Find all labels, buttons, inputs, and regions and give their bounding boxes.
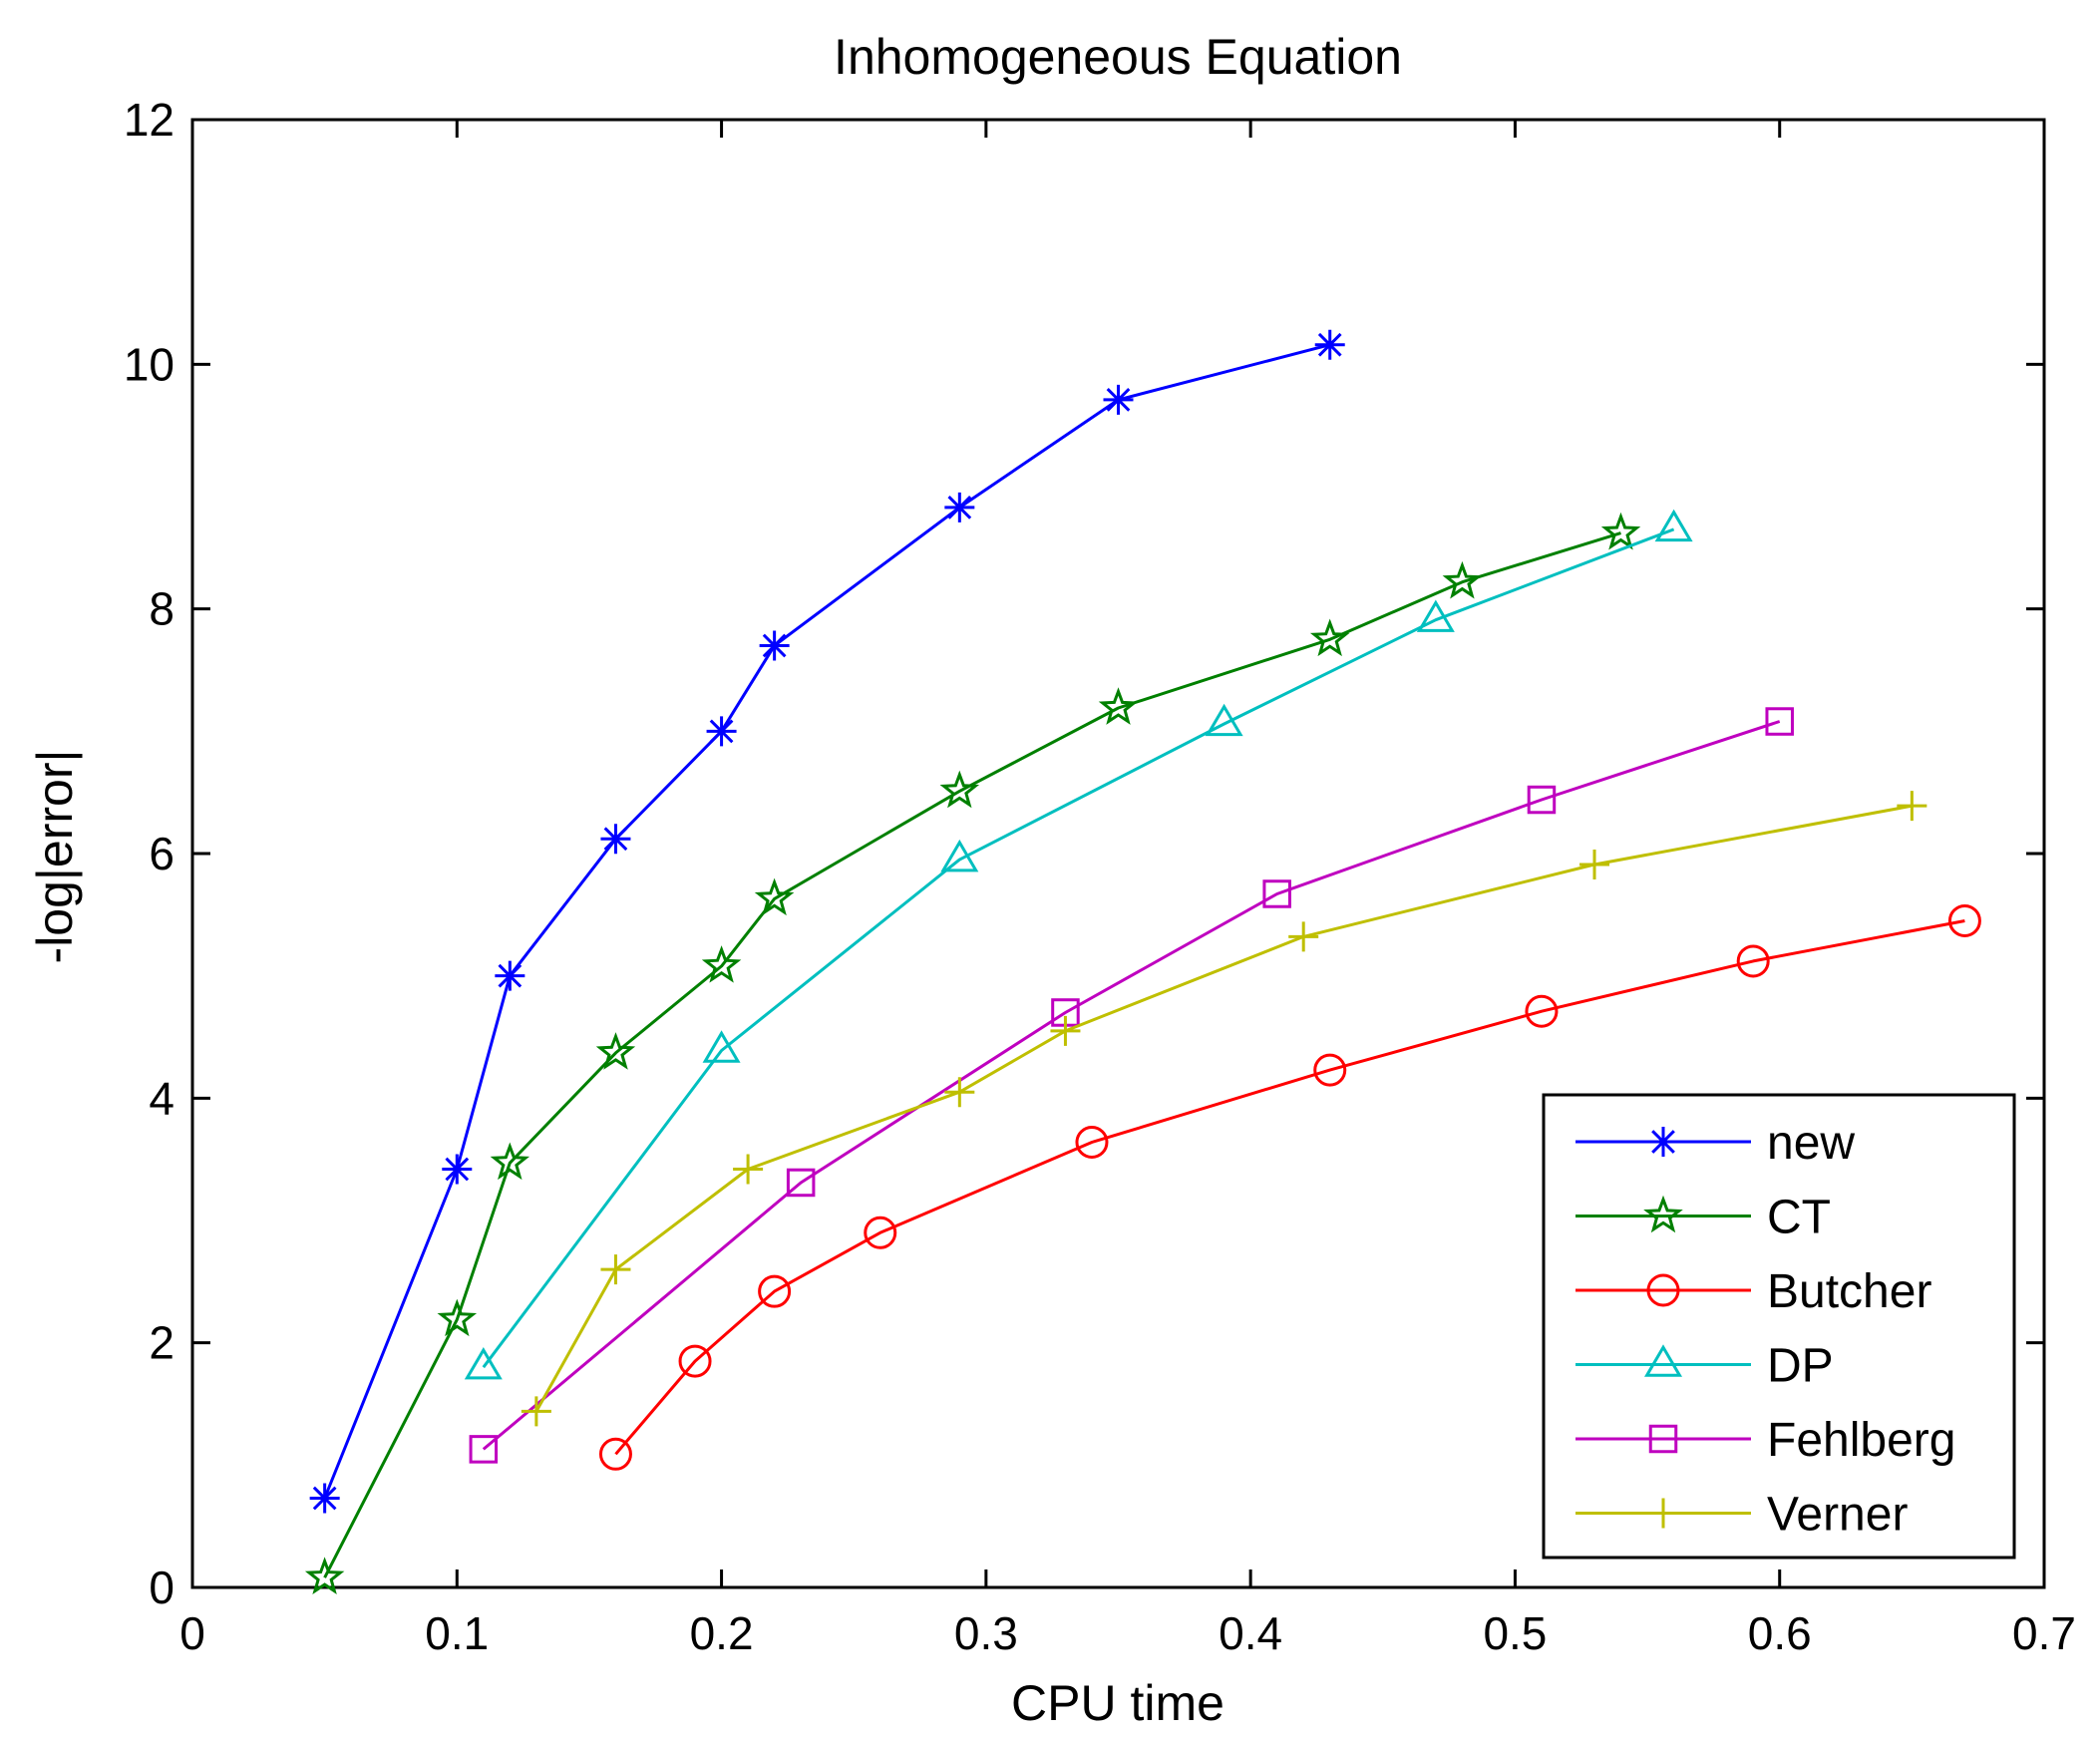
series-line (534, 804, 1913, 1413)
legend-entry: CT (1575, 1192, 1831, 1244)
series-new (309, 329, 1345, 1514)
legend-marker (1643, 1195, 1683, 1233)
chart-title: Inhomogeneous Equation (834, 29, 1402, 85)
data-point (490, 1142, 530, 1181)
data-point (1654, 509, 1693, 542)
data-point (678, 1344, 712, 1378)
data-point (939, 770, 980, 809)
series-butcher (598, 903, 1981, 1471)
series-verner (521, 791, 1927, 1427)
y-axis-label: -log|error| (27, 750, 83, 964)
legend: new CT Butcher DP Fehlberg Verner (1542, 1093, 2016, 1560)
data-point (733, 1154, 764, 1185)
data-point (701, 945, 742, 983)
data-point (598, 1437, 632, 1471)
legend-marker (1643, 1344, 1683, 1377)
data-point (706, 716, 737, 747)
legend-entry: Verner (1575, 1489, 1908, 1542)
x-tick-label: 0.1 (425, 1607, 489, 1659)
y-tick-label: 8 (149, 583, 175, 635)
y-tick-label: 6 (149, 828, 175, 879)
series-line (614, 919, 1965, 1456)
data-point (758, 1274, 792, 1308)
x-tick-label: 0.5 (1483, 1607, 1547, 1659)
data-point (442, 1154, 473, 1185)
data-point (786, 1168, 816, 1198)
x-tick-label: 0.7 (2012, 1607, 2076, 1659)
y-tick-label: 0 (149, 1562, 175, 1613)
data-point (464, 1346, 503, 1380)
data-point (1442, 560, 1483, 599)
data-point (1309, 618, 1350, 657)
data-point (600, 1254, 631, 1285)
data-point (1103, 384, 1134, 415)
data-point (600, 824, 631, 855)
series-line (482, 720, 1781, 1451)
data-point (1262, 879, 1291, 908)
data-point (1098, 687, 1139, 725)
data-point (437, 1298, 478, 1337)
data-point (1050, 1015, 1081, 1046)
data-point (1765, 707, 1794, 736)
data-point (1205, 703, 1243, 737)
x-tick-label: 0.6 (1748, 1607, 1812, 1659)
legend-label: Butcher (1767, 1265, 1931, 1318)
data-point (1947, 903, 1981, 937)
data-point (304, 1557, 345, 1594)
legend-entry: Butcher (1575, 1265, 1931, 1318)
data-point (1525, 994, 1559, 1028)
data-point (495, 960, 525, 991)
data-point (1579, 850, 1610, 880)
y-tick-label: 10 (124, 338, 175, 390)
data-point (1314, 329, 1345, 360)
legend-marker (1648, 1127, 1678, 1157)
series-ct (304, 512, 1641, 1594)
data-point (1897, 791, 1927, 822)
data-point (309, 1483, 340, 1514)
data-point (754, 877, 795, 916)
legend-label: new (1767, 1117, 1855, 1170)
y-tick-label: 4 (149, 1072, 175, 1124)
legend-entry: DP (1575, 1340, 1834, 1393)
data-point (940, 839, 979, 872)
data-point (469, 1435, 499, 1464)
data-point (759, 630, 790, 661)
legend-marker (1648, 1424, 1678, 1454)
data-point (521, 1396, 551, 1427)
y-tick-label: 12 (124, 94, 175, 146)
legend-entry: Fehlberg (1575, 1414, 1955, 1467)
data-point (1416, 599, 1455, 632)
data-point (1313, 1053, 1347, 1087)
legend-entry: new (1575, 1117, 1855, 1170)
legend-label: Fehlberg (1767, 1414, 1955, 1467)
x-tick-label: 0.4 (1219, 1607, 1282, 1659)
series-line (323, 531, 1621, 1578)
x-axis-label: CPU time (1011, 1675, 1225, 1731)
data-point (1075, 1125, 1109, 1159)
x-tick-label: 0.3 (954, 1607, 1018, 1659)
data-point (1527, 785, 1557, 815)
series-dp (464, 509, 1693, 1380)
data-point (1736, 944, 1770, 978)
legend-box (1542, 1093, 2016, 1560)
data-point (1288, 921, 1319, 952)
legend-label: DP (1767, 1340, 1834, 1393)
x-tick-label: 0.2 (690, 1607, 754, 1659)
legend-label: Verner (1767, 1489, 1908, 1542)
y-tick-label: 2 (149, 1317, 175, 1369)
data-point (595, 1032, 636, 1070)
plot-area: 0 0.1 0.2 0.3 0.4 0.5 0.6 0.7 0 2 4 6 8 10 12 new CT Butc… (124, 94, 2076, 1659)
data-point (1600, 512, 1641, 550)
data-point (702, 1030, 741, 1063)
data-point (944, 492, 975, 522)
legend-marker (1646, 1273, 1680, 1307)
legend-label: CT (1767, 1192, 1831, 1244)
series-line (482, 527, 1675, 1369)
data-point (864, 1216, 897, 1249)
data-point (944, 1077, 975, 1108)
x-tick-label: 0 (179, 1607, 205, 1659)
legend-marker (1648, 1498, 1678, 1529)
